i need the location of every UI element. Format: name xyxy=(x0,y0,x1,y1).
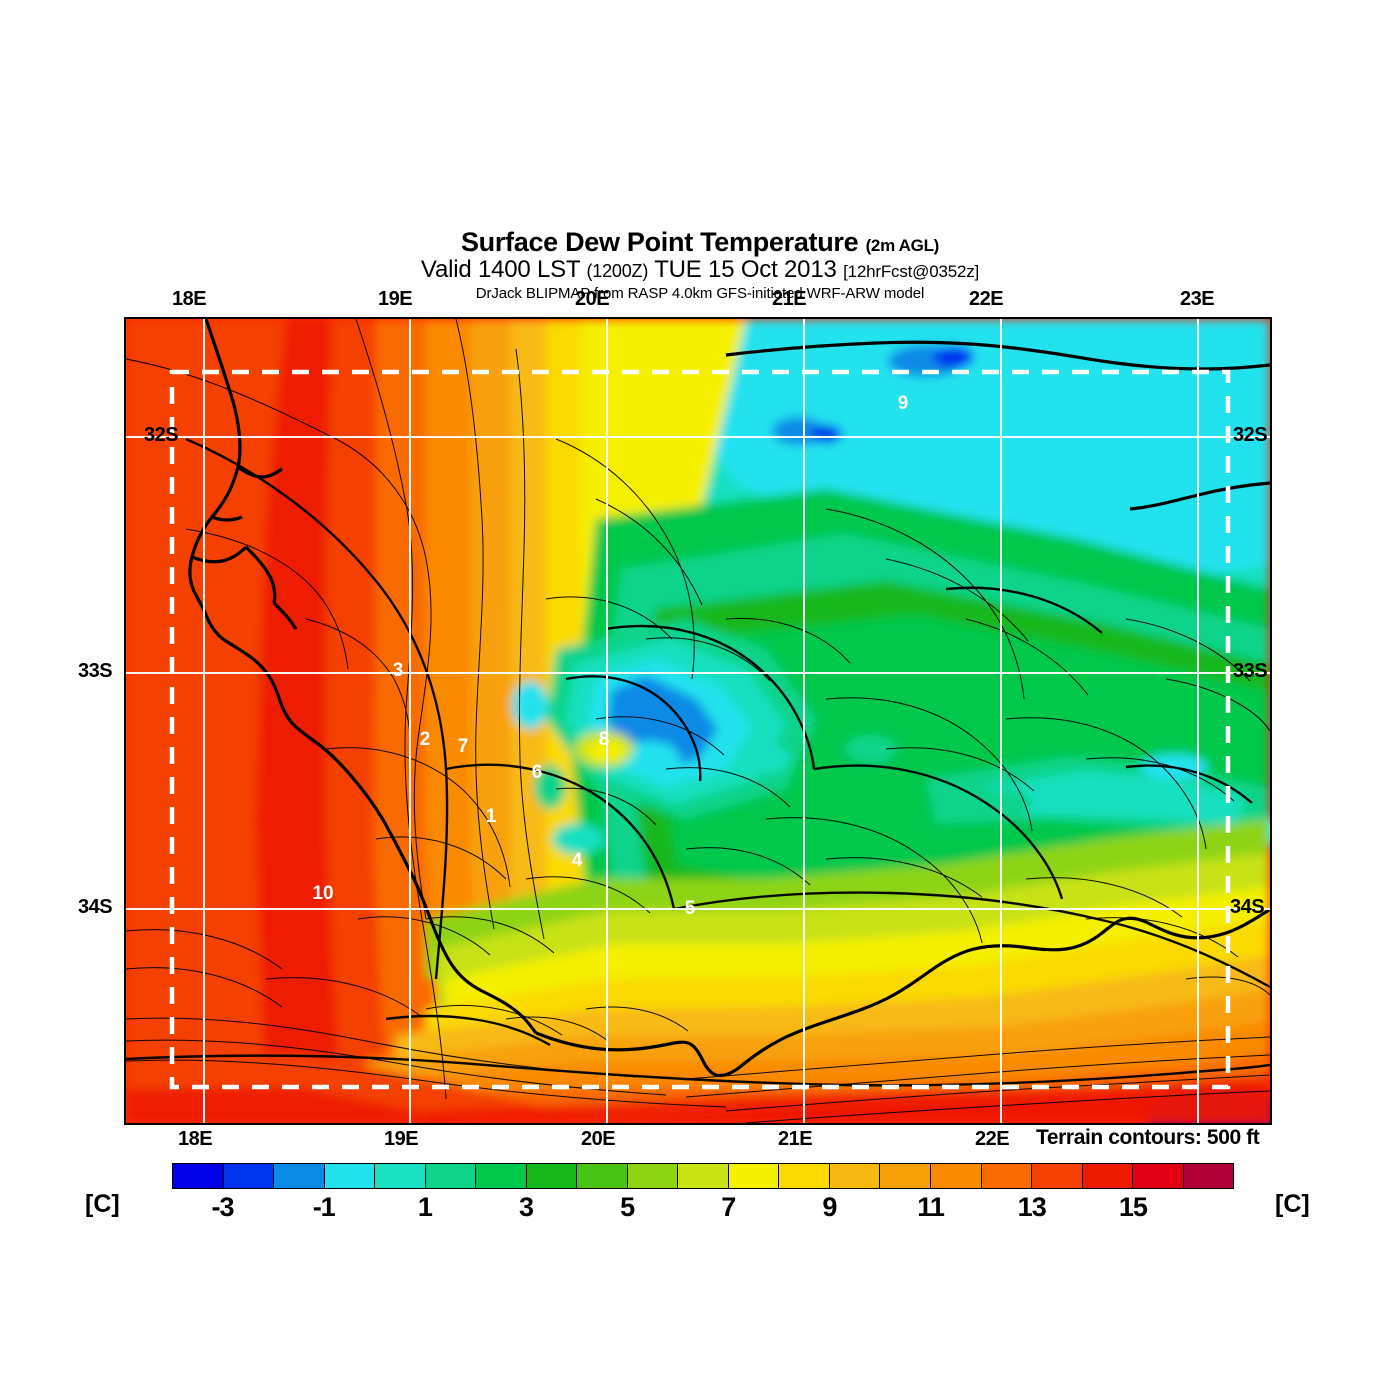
main-title-suffix: (2m AGL) xyxy=(865,236,940,255)
valid-date: TUE 15 Oct 2013 xyxy=(654,256,837,284)
colorbar-swatch xyxy=(274,1164,325,1188)
forecast-tag: [12hrFcst@0352z] xyxy=(843,262,980,282)
lon-bottom-19e: 19E xyxy=(384,1128,419,1150)
main-title-text: Surface Dew Point Temperature xyxy=(460,227,859,257)
colorbar-swatch xyxy=(223,1164,275,1188)
colorbar-swatch xyxy=(981,1164,1033,1188)
lon-top-22e: 22E xyxy=(969,288,1004,310)
colorbar-swatch xyxy=(1082,1164,1134,1188)
colorbar-swatch xyxy=(1183,1164,1234,1188)
contour-label-2: 2 xyxy=(420,729,431,750)
graticule xyxy=(126,319,1270,1123)
colorbar-tick: 3 xyxy=(518,1192,534,1222)
map-plot-area: 1 2 3 4 5 6 7 8 9 10 xyxy=(124,317,1272,1125)
page-title: Surface Dew Point Temperature (2m AGL) xyxy=(0,228,1400,256)
colorbar-unit-left: [C] xyxy=(85,1190,120,1218)
colorbar-swatch xyxy=(425,1164,477,1188)
colorbar-tick: -1 xyxy=(312,1192,336,1222)
valid-time-line: Valid 1400 LST (1200Z) TUE 15 Oct 2013 [… xyxy=(0,256,1400,284)
colorbar-swatch xyxy=(678,1164,729,1188)
contour-label-10: 10 xyxy=(312,883,333,904)
colorbar-tick: 5 xyxy=(620,1192,635,1222)
colorbar-swatch xyxy=(930,1164,982,1188)
colorbar-tick: 13 xyxy=(1017,1192,1047,1222)
lat-right-33s: 33S xyxy=(1233,660,1268,682)
colorbar-swatch xyxy=(324,1164,376,1188)
title-block: Surface Dew Point Temperature (2m AGL) V… xyxy=(0,228,1400,302)
colorbar-swatch xyxy=(829,1164,881,1188)
contour-label-4: 4 xyxy=(572,850,583,871)
contour-label-5: 5 xyxy=(685,898,696,919)
lon-bottom-18e: 18E xyxy=(178,1128,213,1150)
lat-left-34s: 34S xyxy=(78,896,113,918)
lon-bottom-20e: 20E xyxy=(581,1128,616,1150)
colorbar-tick: 7 xyxy=(721,1192,736,1222)
lon-top-23e: 23E xyxy=(1180,288,1215,310)
colorbar-unit-right: [C] xyxy=(1275,1190,1310,1218)
terrain-contours-major xyxy=(126,437,1270,1087)
valid-zulu: (1200Z) xyxy=(586,261,649,282)
colorbar-swatch xyxy=(1133,1164,1184,1188)
lat-right-32s: 32S xyxy=(1233,424,1268,446)
contour-label-1: 1 xyxy=(486,806,497,827)
contour-label-8: 8 xyxy=(599,729,610,750)
colorbar-swatch xyxy=(526,1164,578,1188)
colorbar-swatch xyxy=(880,1164,931,1188)
contour-label-6: 6 xyxy=(532,762,543,783)
model-credit: DrJack BLIPMAP from RASP 4.0km GFS-initi… xyxy=(475,284,925,302)
colorbar-tick: 1 xyxy=(417,1192,433,1222)
lat-left-32s: 32S xyxy=(144,424,179,446)
lon-bottom-21e: 21E xyxy=(778,1128,813,1150)
colorbar-tick: 11 xyxy=(917,1192,945,1222)
colorbar-swatch xyxy=(779,1164,830,1188)
lon-top-21e: 21E xyxy=(772,288,807,310)
lon-top-19e: 19E xyxy=(378,288,413,310)
colorbar-swatch xyxy=(1032,1164,1083,1188)
domain-box xyxy=(169,369,1231,1090)
dewpoint-field: 1 2 3 4 5 6 7 8 9 10 xyxy=(126,319,1270,1123)
contour-label-7: 7 xyxy=(458,736,469,757)
colorbar xyxy=(172,1163,1234,1189)
colorbar-tick: 15 xyxy=(1118,1192,1148,1222)
colorbar-swatch xyxy=(476,1164,527,1188)
valid-prefix: Valid 1400 LST xyxy=(420,256,581,284)
colorbar-tick: -3 xyxy=(211,1192,235,1222)
colorbar-swatch xyxy=(627,1164,679,1188)
colorbar-tick: 9 xyxy=(822,1192,837,1222)
terrain-contour-note: Terrain contours: 500 ft xyxy=(1036,1126,1260,1149)
contour-label-9: 9 xyxy=(898,393,909,414)
colorbar-swatch xyxy=(577,1164,628,1188)
lat-right-34s: 34S xyxy=(1230,896,1265,918)
lon-bottom-22e: 22E xyxy=(975,1128,1010,1150)
lon-top-18e: 18E xyxy=(172,288,207,310)
coastline xyxy=(188,319,1270,1078)
colorbar-swatch xyxy=(375,1164,426,1188)
contour-label-3: 3 xyxy=(393,660,404,681)
colorbar-swatch xyxy=(728,1164,780,1188)
colorbar-row: [C] [C] -3 -1 1 3 5 7 9 11 13 15 xyxy=(0,1160,1400,1230)
lon-top-20e: 20E xyxy=(575,288,610,310)
colorbar-swatch xyxy=(173,1164,224,1188)
lat-left-33s: 33S xyxy=(78,660,113,682)
contour-labels: 1 2 3 4 5 6 7 8 9 10 xyxy=(312,393,908,919)
